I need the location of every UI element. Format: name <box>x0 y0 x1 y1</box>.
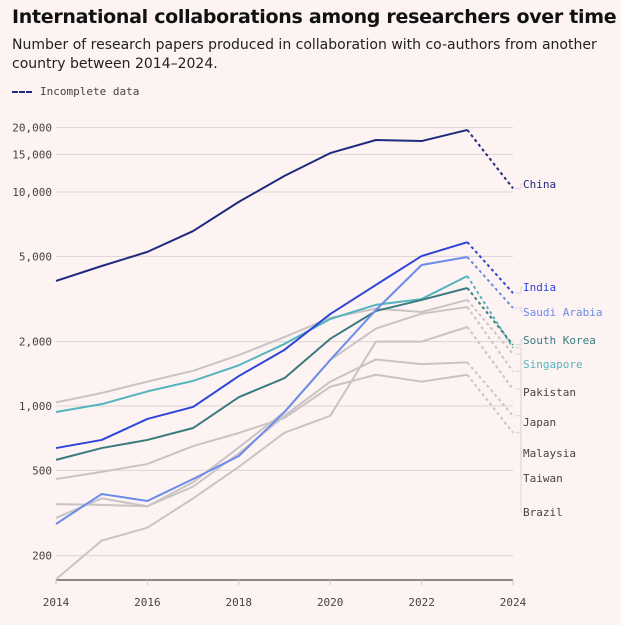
series-incomplete-line-singapore <box>466 275 514 349</box>
series-incomplete-line-pakistan <box>466 299 514 355</box>
label-leader-line <box>515 339 523 346</box>
series-incomplete-line-india <box>466 241 514 294</box>
series-line-japan <box>55 373 468 480</box>
label-leader-line <box>515 353 523 393</box>
label-leader-line <box>515 415 523 454</box>
series-line-pakistan <box>55 298 468 404</box>
y-tick-label: 20,000 <box>12 122 52 135</box>
series-incomplete-line-china <box>466 129 514 189</box>
series-label-singapore: Singapore <box>523 358 583 371</box>
label-leader-line <box>515 307 523 313</box>
series-label-japan: Japan <box>523 416 556 429</box>
x-tick-label: 2022 <box>408 596 435 609</box>
series-incomplete-line-taiwan <box>466 306 514 373</box>
series-label-pakistan: Pakistan <box>523 386 576 399</box>
series-label-south-korea: South Korea <box>523 334 596 347</box>
y-tick-label: 2,000 <box>19 336 52 349</box>
series-label-malaysia: Malaysia <box>523 447 576 460</box>
series-line-brazil <box>55 326 468 581</box>
chart-title: International collaborations among resea… <box>12 6 617 28</box>
label-leader-line <box>515 371 523 479</box>
label-leader-line <box>515 183 523 189</box>
series-line-india <box>55 241 468 450</box>
series-line-singapore <box>55 275 468 414</box>
x-tick-label: 2024 <box>500 596 527 609</box>
chart-subtitle: Number of research papers produced in co… <box>12 37 597 72</box>
series-incomplete-line-malaysia <box>466 361 514 417</box>
x-tick-label: 2016 <box>134 596 161 609</box>
series-line-taiwan <box>55 306 468 519</box>
label-leader-line <box>515 421 523 434</box>
x-tick-label: 2018 <box>226 596 253 609</box>
y-tick-label: 500 <box>32 464 52 477</box>
y-tick-label: 5,000 <box>19 250 52 263</box>
label-leader-line <box>515 286 523 294</box>
series-incomplete-line-saudi-arabia <box>466 256 514 309</box>
label-leader-line <box>515 347 523 365</box>
series-label-brazil: Brazil <box>523 506 563 519</box>
label-leader-line <box>515 388 523 513</box>
series-label-taiwan: Taiwan <box>523 472 563 485</box>
legend: Incomplete data <box>12 85 139 98</box>
series-label-china: China <box>523 178 556 191</box>
series-label-india: India <box>523 281 556 294</box>
series-incomplete-line-japan <box>466 374 514 434</box>
dashed-line-swatch <box>12 90 32 93</box>
x-tick-label: 2014 <box>43 596 70 609</box>
series-line-china <box>55 128 468 282</box>
series-incomplete-line-brazil <box>466 326 514 390</box>
legend-incomplete-label: Incomplete data <box>40 85 140 98</box>
series-label-saudi-arabia: Saudi Arabia <box>523 306 602 319</box>
y-tick-label: 15,000 <box>12 148 52 161</box>
y-tick-label: 1,000 <box>19 400 52 413</box>
y-tick-label: 10,000 <box>12 186 52 199</box>
series-line-saudi-arabia <box>55 255 468 525</box>
series-incomplete-line-south-korea <box>466 287 514 346</box>
x-tick-label: 2020 <box>317 596 344 609</box>
series-line-south-korea <box>55 287 468 461</box>
y-tick-label: 200 <box>32 550 52 563</box>
